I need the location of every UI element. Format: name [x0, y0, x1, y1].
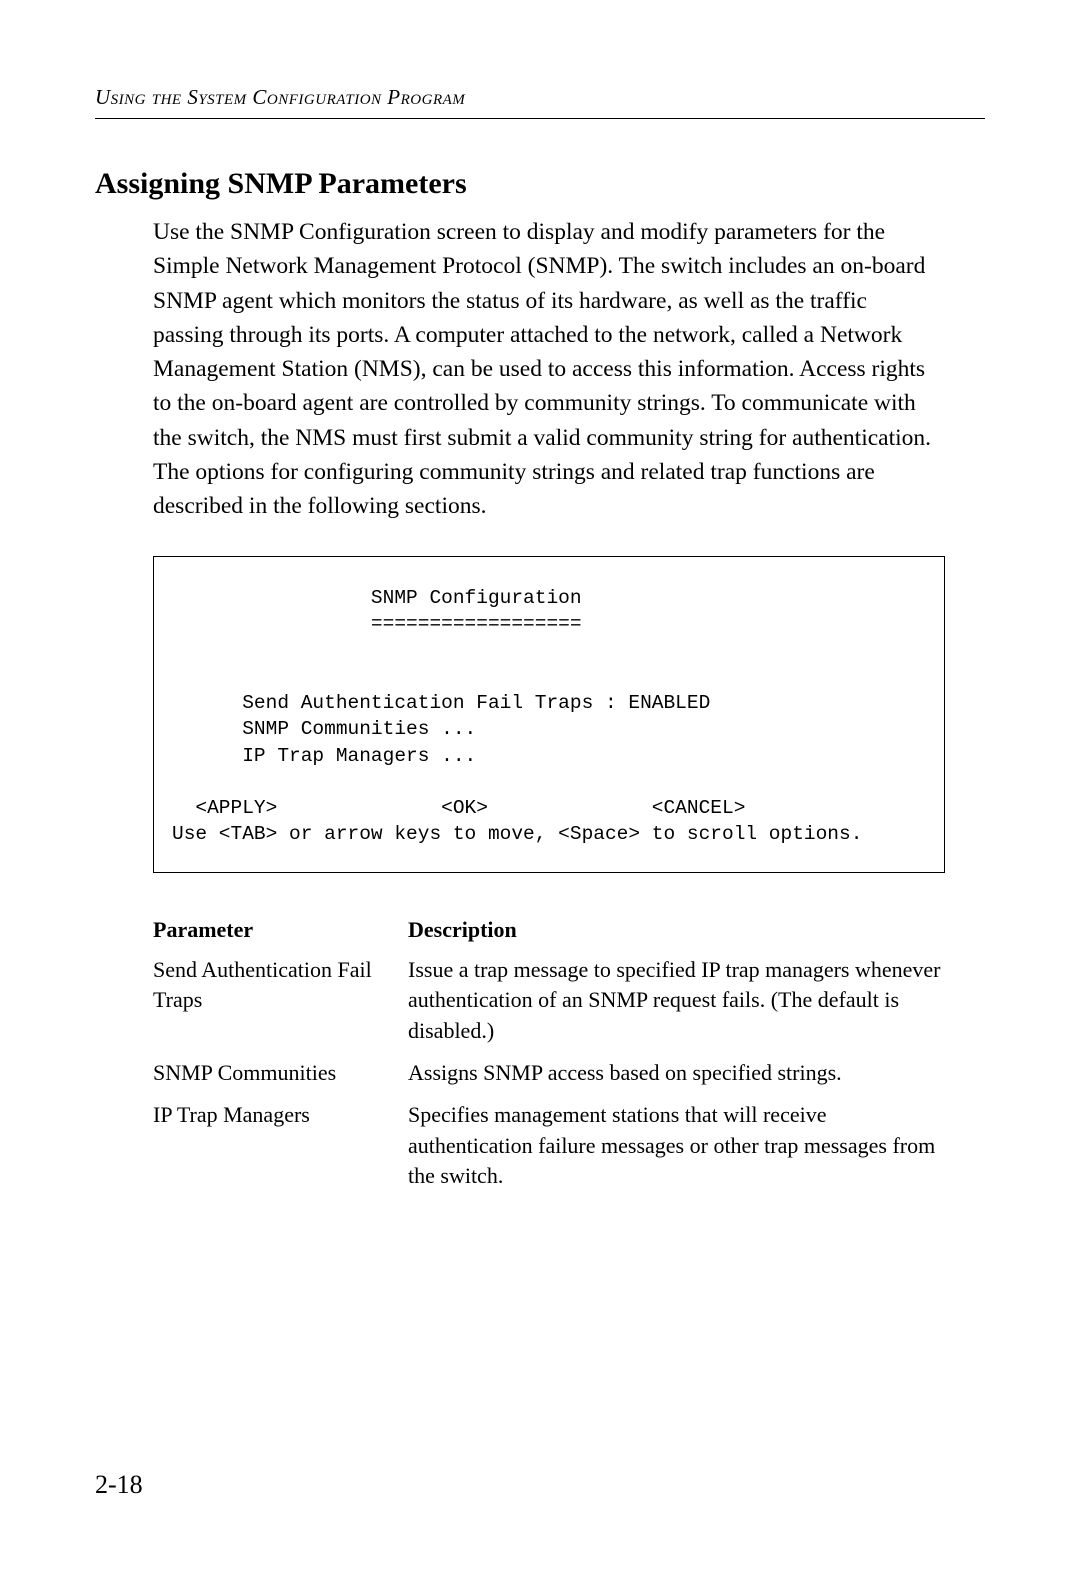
table-header-description: Description [408, 917, 943, 955]
terminal-line-communities: SNMP Communities ... [172, 718, 476, 740]
running-head: Using the System Configuration Program [95, 85, 985, 110]
table-header-row: Parameter Description [153, 917, 943, 955]
terminal-screen: SNMP Configuration ================== Se… [153, 556, 945, 873]
parameter-table: Parameter Description Send Authenticatio… [153, 917, 943, 1204]
terminal-title: SNMP Configuration [172, 587, 582, 609]
table-row: SNMP Communities Assigns SNMP access bas… [153, 1058, 943, 1100]
section-title: Assigning SNMP Parameters [95, 167, 985, 201]
terminal-help-line: Use <TAB> or arrow keys to move, <Space>… [172, 823, 862, 845]
param-cell: IP Trap Managers [153, 1100, 408, 1203]
body-paragraph: Use the SNMP Configuration screen to dis… [153, 215, 943, 524]
page-number: 2-18 [95, 1470, 143, 1500]
desc-cell: Assigns SNMP access based on specified s… [408, 1058, 943, 1100]
terminal-title-underline: ================== [172, 613, 582, 635]
desc-cell: Issue a trap message to specified IP tra… [408, 955, 943, 1058]
param-cell: Send Authentication Fail Traps [153, 955, 408, 1058]
table-row: Send Authentication Fail Traps Issue a t… [153, 955, 943, 1058]
table-row: IP Trap Managers Specifies management st… [153, 1100, 943, 1203]
terminal-line-traps: Send Authentication Fail Traps : ENABLED [172, 692, 710, 714]
terminal-line-ip-managers: IP Trap Managers ... [172, 745, 476, 767]
terminal-buttons-row: <APPLY> <OK> <CANCEL> [172, 797, 745, 819]
page: Using the System Configuration Program A… [0, 0, 1080, 1570]
desc-cell: Specifies management stations that will … [408, 1100, 943, 1203]
table-header-parameter: Parameter [153, 917, 408, 955]
header-rule [95, 118, 985, 119]
param-cell: SNMP Communities [153, 1058, 408, 1100]
